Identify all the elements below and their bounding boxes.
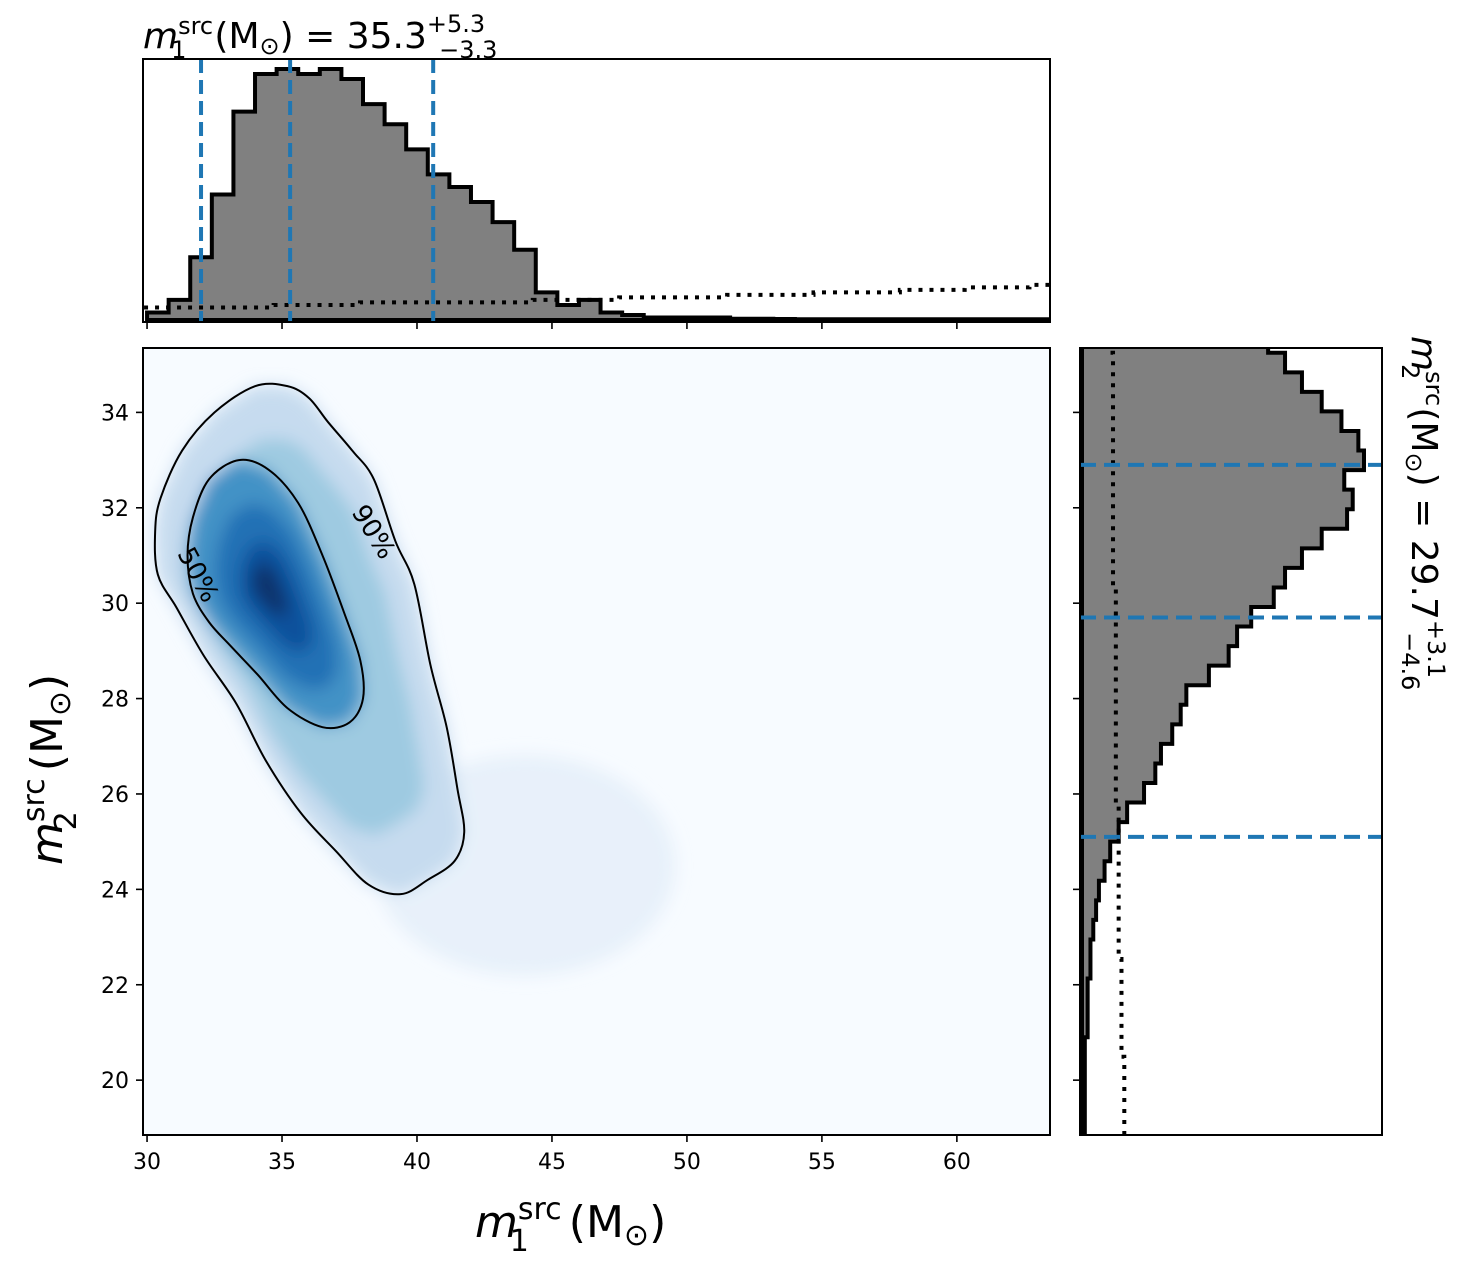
y-axis-ticks: 20 22 24 26 28 30 32 34 [101,401,143,1094]
y-tick-label: 32 [101,497,129,522]
m1-title: msrc 1 (M⊙) = 35.3+5.3 −3.3 [143,10,497,64]
x-tick-label: 50 [673,1150,701,1175]
x-axis-label: msrc 1 (M⊙) [475,1192,666,1259]
m1-histogram-steps [145,67,1050,322]
contour-50pct [186,458,365,730]
m2-marginal-panel: msrc2(M⊙) = 29.7+3.1−4.6 [1073,336,1450,1136]
x-tick-label: 60 [943,1150,971,1175]
x-tick-label: 40 [403,1150,431,1175]
m1-histogram [144,59,1050,322]
y-tick-label: 34 [101,401,129,426]
x-tick-label: 45 [538,1150,566,1175]
m1-marginal-panel: msrc 1 (M⊙) = 35.3+5.3 −3.3 [142,10,1051,329]
m2-title: msrc2(M⊙) = 29.7+3.1−4.6 [1396,336,1450,690]
y-axis-label: msrc2(M⊙) [17,674,84,865]
m2-histogram [1080,348,1382,1135]
y-tick-label: 24 [101,878,129,903]
m2-histogram-steps [1080,348,1366,1135]
y-tick-label: 28 [101,688,129,713]
y-tick-label: 30 [101,592,129,617]
density-heatmap [155,386,675,976]
m2-left-ticks [1073,411,1080,1081]
x-axis-ticks: 30 35 40 45 50 55 60 [133,1135,971,1175]
x-tick-label: 35 [268,1150,296,1175]
m1-top-ticks [146,322,958,329]
m1-prior-dotted [144,282,1050,310]
m2-panel-frame [1079,347,1383,1136]
y-tick-label: 22 [101,974,129,999]
y-tick-label: 20 [101,1069,129,1094]
y-tick-label: 26 [101,783,129,808]
contour-90pct [153,382,466,896]
density-peak [252,563,288,617]
x-tick-label: 30 [133,1150,161,1175]
m1-panel-frame [142,58,1051,323]
x-tick-label: 55 [808,1150,836,1175]
joint-panel-frame [142,347,1051,1136]
